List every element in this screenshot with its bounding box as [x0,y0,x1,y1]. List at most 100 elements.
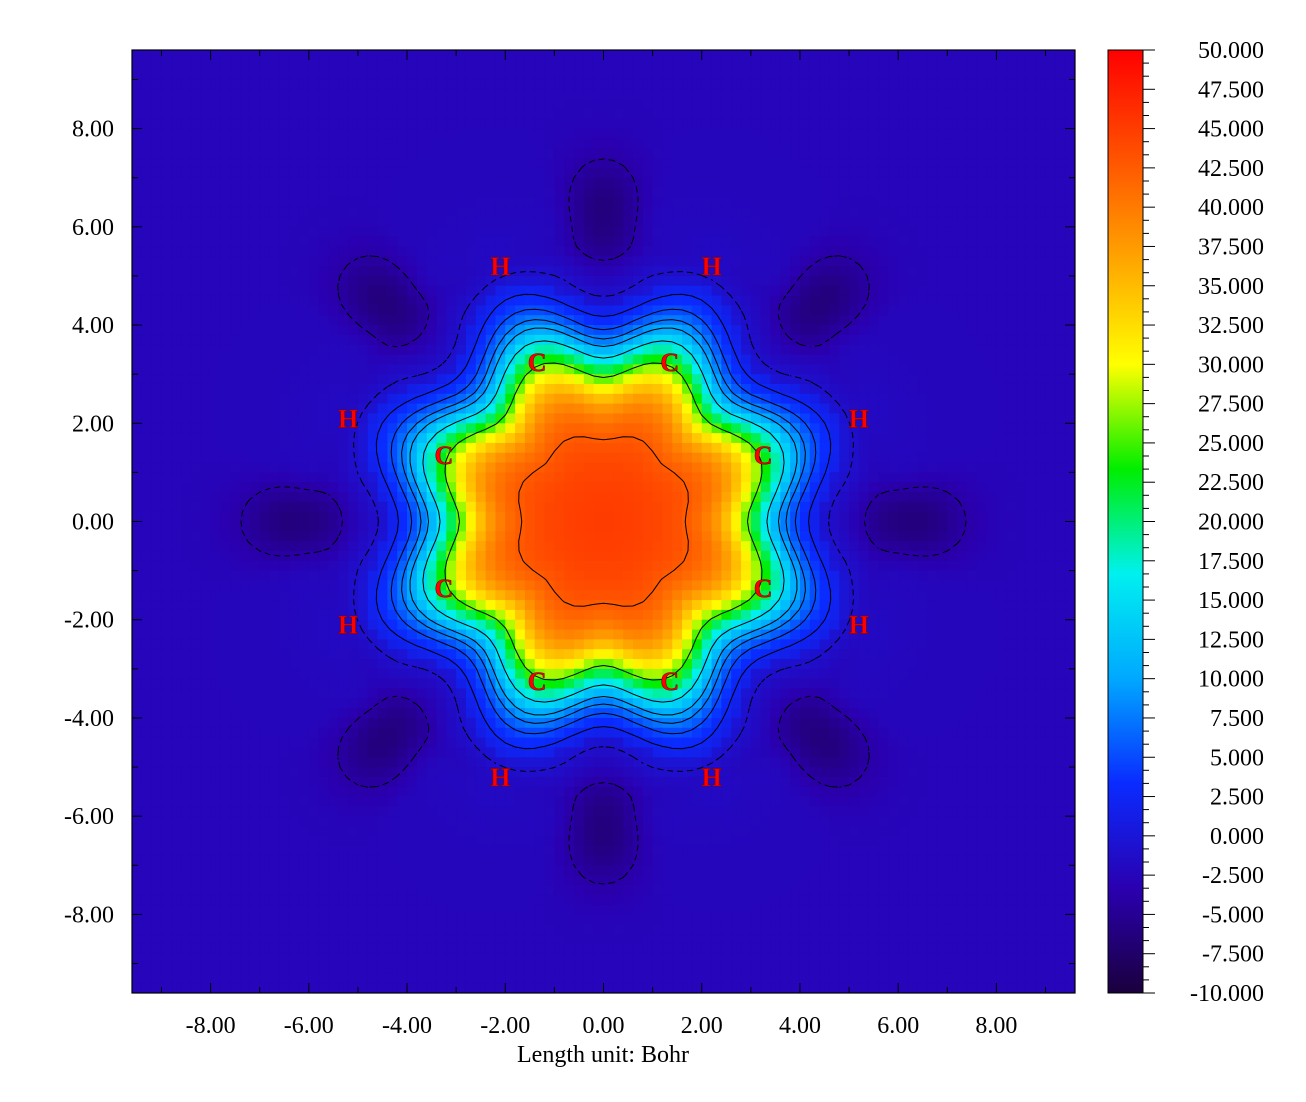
heat-cell [259,374,271,385]
heat-cell [161,364,172,375]
heat-cell [917,138,929,149]
heat-cell [691,246,703,257]
heat-cell [456,187,467,198]
heat-cell [328,275,339,287]
heat-cell [397,383,408,395]
heat-cell [298,550,310,562]
heat-cell [672,79,683,90]
heat-cell [809,413,821,424]
heat-cell [240,118,251,130]
heat-cell [456,216,467,228]
heat-cell [534,423,546,434]
heat-cell [564,354,575,365]
heat-cell [819,305,831,316]
heat-cell [603,325,614,336]
heat-cell [1065,472,1075,483]
heat-cell [367,531,379,542]
heat-cell [966,216,978,228]
heat-cell [436,315,447,326]
heat-cell [996,501,1007,513]
heat-cell [583,364,595,375]
heat-cell [917,305,929,316]
heat-cell [348,354,359,365]
heat-cell [976,325,988,336]
heat-cell [750,187,762,198]
heat-cell [1025,295,1037,306]
heat-cell [308,275,320,287]
heat-cell [829,256,840,267]
heat-cell [957,236,968,248]
heat-cell [829,187,840,198]
heat-cell [416,69,428,81]
heat-cell [1016,452,1027,464]
heat-cell [456,79,467,90]
heat-cell [642,167,654,179]
heat-cell [495,236,506,248]
heat-cell [809,423,821,434]
heat-cell [564,187,575,198]
heat-cell [524,541,536,552]
heat-cell [957,256,968,267]
heat-cell [858,305,870,316]
heat-cell [505,108,516,120]
heat-cell [760,275,772,287]
heat-cell [1065,413,1075,424]
heat-cell [721,275,732,287]
heat-cell [495,108,506,120]
heat-cell [338,197,349,208]
heat-cell [534,305,546,316]
heat-cell [711,383,722,395]
heat-cell [908,393,919,405]
heat-cell [397,354,408,365]
heat-cell [210,50,221,61]
heat-cell [701,69,713,81]
heat-cell [701,138,713,149]
heat-cell [583,128,595,139]
heat-cell [917,531,929,542]
heat-cell [544,364,555,375]
heat-cell [220,315,231,326]
heat-cell [632,462,644,473]
heat-cell [397,364,408,375]
heat-cell [161,393,172,405]
heat-cell [534,79,546,90]
heat-cell [308,462,320,473]
heat-cell [485,246,497,257]
heat-cell [269,128,280,139]
heat-cell [849,246,860,257]
heat-cell [1055,383,1066,395]
heat-cell [495,266,506,277]
heat-cell [691,69,703,81]
heat-cell [456,325,467,336]
heat-cell [701,118,713,130]
heat-cell [495,383,506,395]
heat-cell [770,354,781,365]
heat-cell [849,354,860,365]
heat-cell [279,89,290,100]
heat-cell [171,187,182,198]
heat-cell [505,403,516,415]
heat-cell [799,108,811,120]
heat-cell [632,148,644,159]
heat-cell [171,295,182,306]
heat-cell [544,462,555,473]
heat-cell [367,550,379,562]
heat-cell [790,197,801,208]
heat-cell [151,501,163,513]
heat-cell [465,89,477,100]
heat-cell [583,482,595,493]
heat-cell [367,118,379,130]
heat-cell [642,246,654,257]
heat-cell [269,295,280,306]
heat-cell [741,334,752,346]
heat-cell [485,472,497,483]
heat-cell [505,158,516,169]
heat-cell [927,207,939,218]
heat-cell [524,128,536,139]
heat-cell [917,89,929,100]
heat-cell [593,462,605,473]
heat-cell [407,364,418,375]
heat-cell [387,393,398,405]
heat-cell [898,305,909,316]
